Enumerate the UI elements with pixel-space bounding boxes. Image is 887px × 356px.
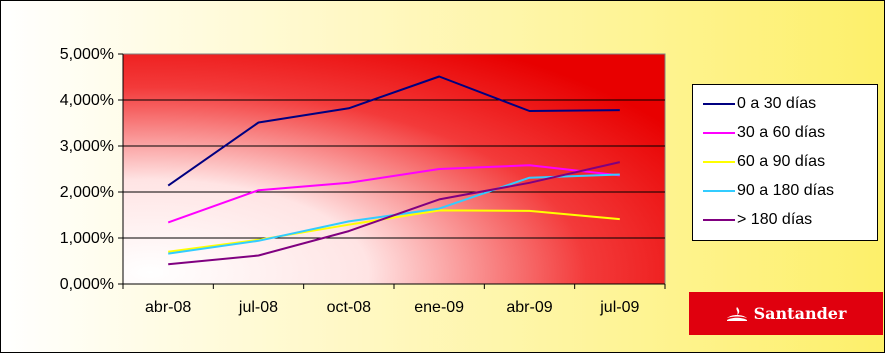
x-tick-label: abr-09 [506, 299, 552, 316]
x-tick-label: abr-08 [145, 299, 191, 316]
x-tick-label: oct-08 [327, 299, 372, 316]
legend-label: > 180 días [737, 210, 813, 228]
series-lines [167, 75, 621, 266]
x-tick-label: ene-09 [414, 299, 464, 316]
logo-text: Santander [753, 304, 847, 323]
y-tick-label: 3,000% [60, 138, 114, 155]
y-tick-label: 1,000% [60, 230, 114, 247]
legend-label: 0 a 30 días [737, 94, 817, 112]
y-tick-label: 4,000% [60, 92, 114, 109]
x-tick-label: jul-09 [599, 299, 639, 316]
plot-area [122, 53, 666, 285]
series-line [168, 161, 621, 266]
santander-logo: Santander [689, 292, 883, 335]
legend-item: > 180 días [693, 205, 877, 234]
legend-label: 90 a 180 días [737, 181, 834, 199]
gridlines [123, 99, 665, 239]
y-tick-label: 2,000% [60, 184, 114, 201]
legend-swatch [703, 131, 735, 134]
axes [118, 53, 666, 289]
legend-item: 60 a 90 días [693, 147, 877, 176]
x-tick-label: jul-08 [238, 299, 278, 316]
x-tick-labels: abr-08 jul-08 oct-08 ene-09 abr-09 jul-09 [145, 299, 639, 316]
legend-item: 30 a 60 días [693, 118, 877, 147]
series-line [168, 209, 620, 253]
legend-item: 90 a 180 días [693, 176, 877, 205]
legend-swatch [703, 218, 735, 221]
legend-swatch [703, 189, 735, 192]
y-tick-label: 0,000% [60, 276, 114, 293]
legend-label: 30 a 60 días [737, 123, 826, 141]
legend: 0 a 30 días 30 a 60 días 60 a 90 días 90 a … [692, 84, 878, 241]
santander-flame-icon [726, 306, 747, 321]
legend-item: 0 a 30 días [693, 89, 877, 118]
legend-swatch [703, 160, 735, 163]
series-line [167, 75, 620, 187]
legend-label: 60 a 90 días [737, 152, 826, 170]
y-tick-label: 5,000% [60, 46, 114, 63]
y-tick-labels: 0,000% 1,000% 2,000% 3,000% 4,000% 5,000% [60, 46, 114, 293]
series-line [167, 164, 620, 224]
legend-swatch [703, 102, 735, 105]
